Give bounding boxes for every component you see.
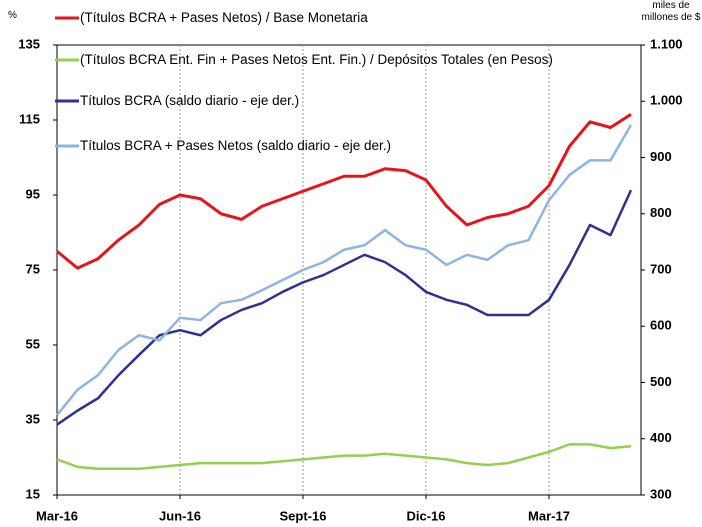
y2-tick-label: 500 xyxy=(650,374,672,389)
legend-label: Títulos BCRA (saldo diario - eje der.) xyxy=(80,93,300,108)
y-tick-label: 15 xyxy=(26,486,40,501)
y-tick-label: 135 xyxy=(18,36,40,51)
y2-tick-label: 300 xyxy=(650,486,672,501)
y-tick-label: 35 xyxy=(26,411,40,426)
x-tick-label: Mar-17 xyxy=(528,508,570,523)
series-line xyxy=(56,124,633,416)
x-tick-label: Sept-16 xyxy=(280,508,327,523)
y-tick-label: 115 xyxy=(19,111,40,126)
y2-tick-label: 1.100 xyxy=(650,36,683,51)
series-line xyxy=(56,189,633,426)
y2-tick-label: 1.000 xyxy=(650,93,683,108)
x-tick-label: Mar-16 xyxy=(36,508,78,523)
y-tick-label: 95 xyxy=(26,186,40,201)
y-tick-label: 75 xyxy=(26,261,40,276)
x-tick-label: Dic-16 xyxy=(406,508,445,523)
y2-tick-label: 800 xyxy=(650,205,672,220)
y2-unit: miles de millones de $ xyxy=(641,0,701,23)
x-tick-label: Jun-16 xyxy=(159,508,201,523)
y2-tick-label: 900 xyxy=(650,149,672,164)
y2-tick-label: 600 xyxy=(650,318,672,333)
legend-label: (Títulos BCRA Ent. Fin + Pases Netos Ent… xyxy=(80,52,553,67)
series-line xyxy=(56,443,632,470)
series-line xyxy=(56,113,632,270)
y-unit: % xyxy=(8,10,17,21)
legend-label: Títulos BCRA + Pases Netos (saldo diario… xyxy=(80,138,392,153)
y2-tick-label: 400 xyxy=(650,430,672,445)
legend-label: (Títulos BCRA + Pases Netos) / Base Mone… xyxy=(80,10,368,25)
y2-tick-label: 700 xyxy=(650,261,672,276)
y-tick-label: 55 xyxy=(26,336,40,351)
plot-border xyxy=(56,44,642,496)
